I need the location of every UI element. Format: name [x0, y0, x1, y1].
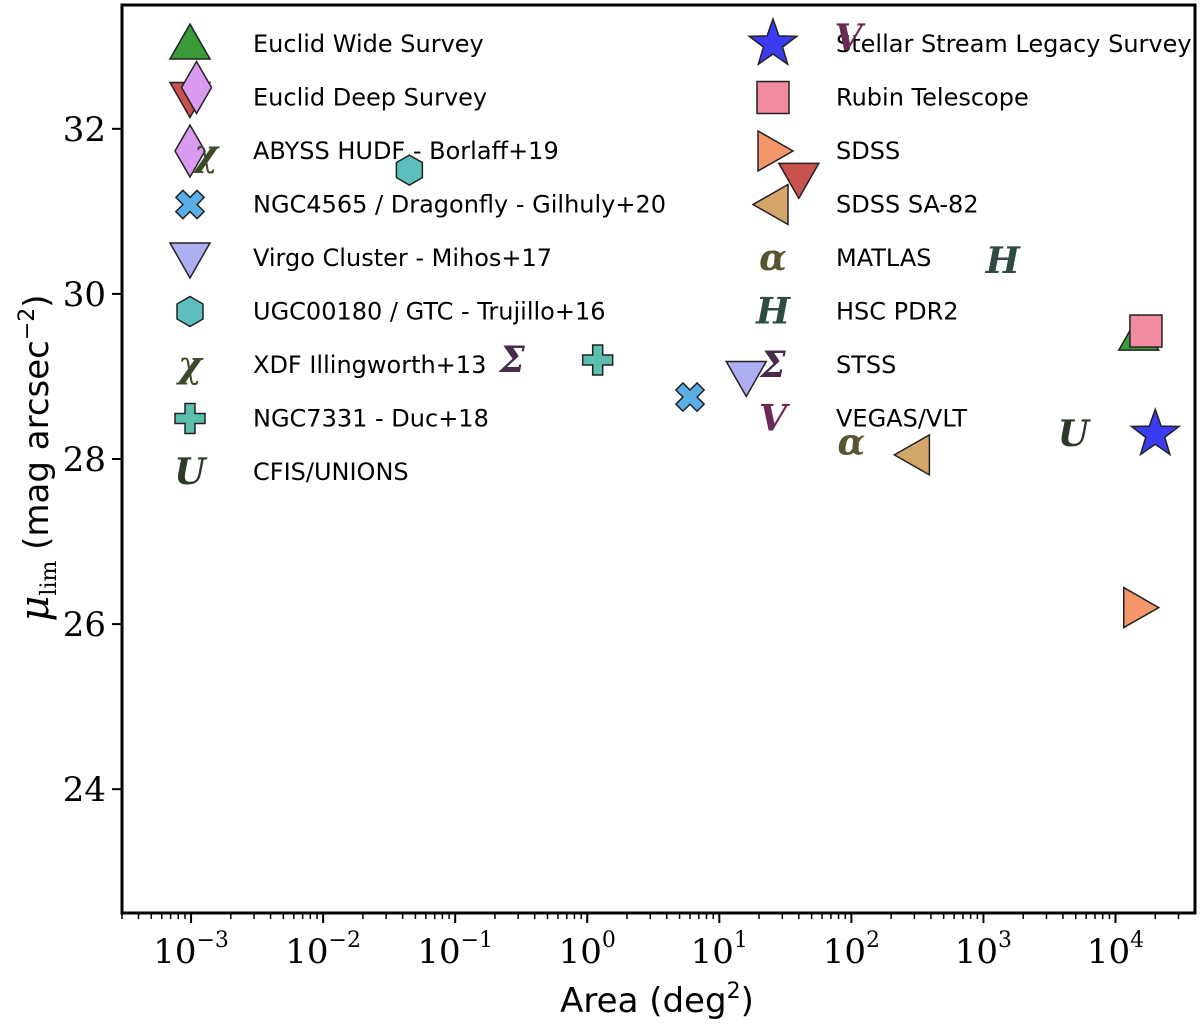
legend-marker [751, 183, 789, 226]
data-point [395, 154, 424, 186]
legend-label: NGC7331 - Duc+18 [253, 405, 489, 433]
legend-label: Virgo Cluster - Mihos+17 [253, 244, 552, 272]
legend-marker: H [755, 291, 791, 333]
legend-label: SDSS [836, 137, 900, 165]
x-tick-label: 101 [691, 928, 748, 972]
x-tick-label: 100 [559, 928, 616, 972]
x-tick-label: 10−1 [417, 928, 493, 972]
data-point [1129, 314, 1163, 348]
x-tick-label: 104 [1087, 928, 1144, 972]
legend-label: HSC PDR2 [836, 298, 959, 326]
legend-marker [756, 80, 790, 115]
legend-marker [174, 402, 206, 435]
legend-marker [174, 189, 206, 220]
y-tick-label: 32 [63, 110, 106, 150]
data-point [674, 381, 706, 413]
data-point: Σ [497, 339, 525, 381]
legend-label: VEGAS/VLT [836, 405, 967, 433]
legend-label: Euclid Deep Survey [253, 84, 487, 112]
axes: 10−3 10−2 10−1 100 101 102 103 104 24 26 28 30 32 [63, 110, 1180, 972]
legend-marker: χ [175, 344, 204, 386]
data-point [724, 360, 768, 398]
x-tick-label: 10−3 [153, 928, 229, 972]
y-tick-label: 30 [63, 275, 106, 315]
y-tick-label: 26 [63, 605, 106, 645]
legend-label: STSS [836, 351, 896, 379]
legend-label: NGC4565 / Dragonfly - Gilhuly+20 [253, 191, 666, 219]
x-tick-label: 103 [955, 928, 1012, 972]
data-point [180, 60, 213, 116]
legend-label: MATLAS [836, 244, 932, 272]
y-axis-label: μlim (mag arcsec−2) [12, 294, 62, 621]
legend-marker [176, 295, 204, 328]
legend-label: Euclid Wide Survey [253, 30, 484, 58]
legend-label: SDSS SA-82 [836, 191, 979, 219]
x-tick-label: 10−2 [285, 928, 361, 972]
legend-marker: U [174, 451, 208, 493]
legend-marker: V [759, 398, 790, 440]
data-point [581, 344, 614, 376]
legend-marker: α [759, 237, 787, 279]
legend-marker [174, 123, 206, 179]
data-point: α [838, 421, 866, 463]
data-point [1129, 406, 1182, 457]
legend-label: UGC00180 / GTC - Trujillo+16 [253, 298, 606, 326]
plot-frame [120, 3, 1197, 915]
data-point [892, 433, 931, 477]
x-tick-label: 102 [823, 928, 880, 972]
data-point: H [985, 240, 1021, 282]
legend-label: XDF Illingworth+13 [253, 351, 486, 379]
y-tick-label: 28 [63, 440, 106, 480]
legend-marker [168, 242, 212, 280]
x-axis-label: Area (deg2) [560, 979, 754, 1021]
data-point [777, 162, 821, 200]
legend-label: Rubin Telescope [836, 84, 1029, 112]
data-point: V [834, 17, 865, 59]
legend-label: Stellar Stream Legacy Survey [836, 30, 1192, 58]
legend-label: CFIS/UNIONS [253, 458, 409, 486]
legend-marker [757, 129, 795, 173]
data-point: χ [191, 133, 220, 175]
y-tick-label: 24 [63, 770, 106, 810]
legend-marker [168, 22, 212, 60]
legend-marker [747, 16, 799, 67]
data-point [1122, 586, 1161, 629]
data-point: U [1058, 413, 1092, 455]
